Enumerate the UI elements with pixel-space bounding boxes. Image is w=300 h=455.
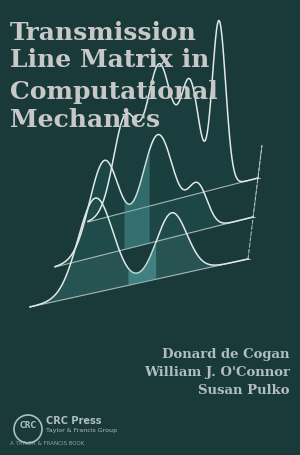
Text: CRC: CRC <box>20 420 37 430</box>
Text: Computational: Computational <box>10 80 218 104</box>
Text: Donard de Cogan: Donard de Cogan <box>163 347 290 360</box>
Polygon shape <box>55 135 253 268</box>
Text: CRC Press: CRC Press <box>46 415 101 425</box>
Polygon shape <box>124 150 150 250</box>
Text: William J. O'Connor: William J. O'Connor <box>144 365 290 378</box>
Text: Taylor & Francis Group: Taylor & Francis Group <box>46 428 117 433</box>
Text: A TAYLOR & FRANCIS BOOK: A TAYLOR & FRANCIS BOOK <box>10 440 84 445</box>
Polygon shape <box>128 242 156 286</box>
Text: Susan Pulko: Susan Pulko <box>199 383 290 396</box>
Polygon shape <box>30 198 248 307</box>
Text: Line Matrix in: Line Matrix in <box>10 48 209 72</box>
Polygon shape <box>88 21 258 222</box>
Text: Mechanics: Mechanics <box>10 108 160 131</box>
Text: Transmission: Transmission <box>10 21 197 45</box>
